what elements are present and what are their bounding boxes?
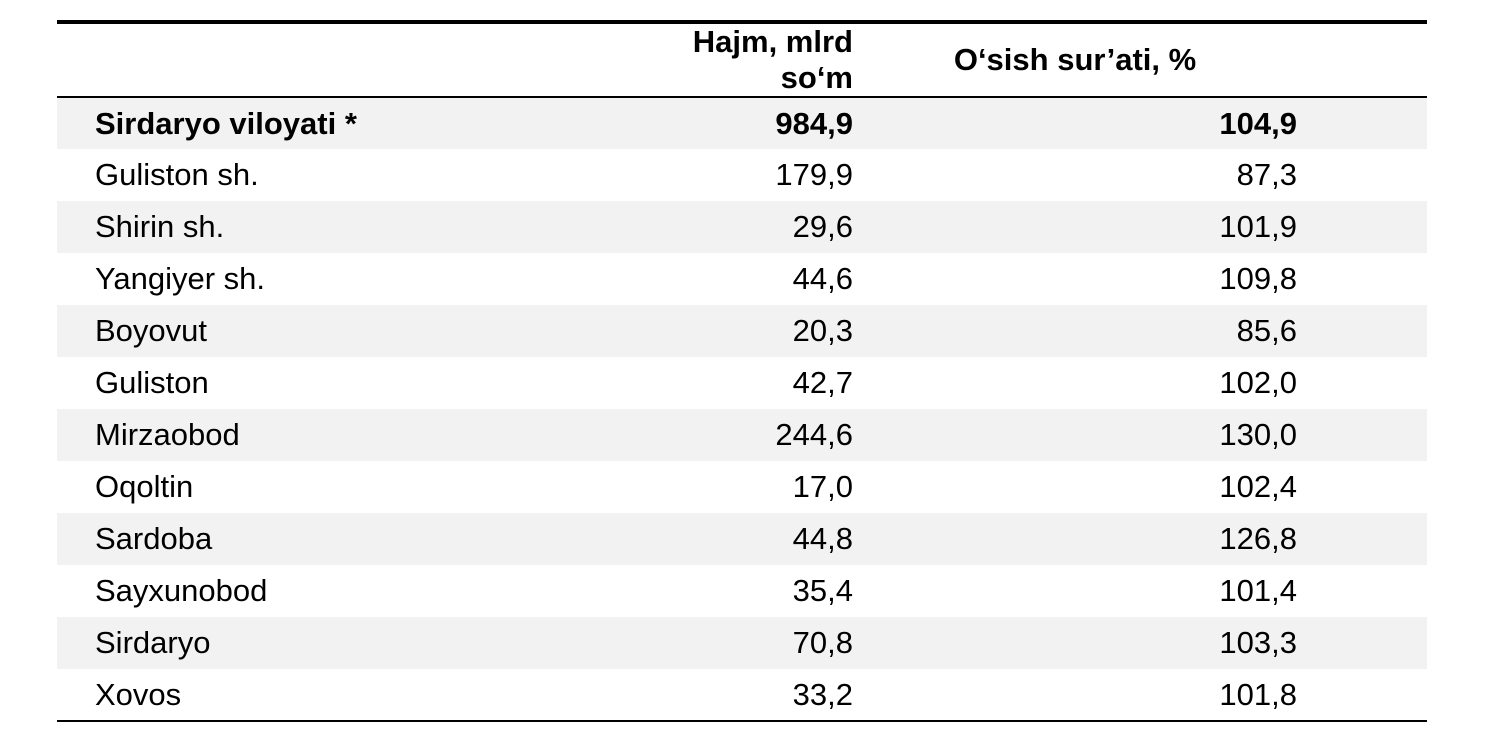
table-row: Shirin sh. 29,6 101,9 xyxy=(57,201,1427,253)
table-row: Sayxunobod 35,4 101,4 xyxy=(57,565,1427,617)
row-name: Sirdaryo xyxy=(95,625,211,660)
header-volume: Hajm, mlrd so‘m xyxy=(617,20,853,98)
row-volume: 70,8 xyxy=(792,625,853,660)
row-growth: 101,4 xyxy=(1219,573,1297,608)
table-header-row: Hajm, mlrd so‘m O‘sish sur’ati, % xyxy=(57,20,1427,98)
row-growth: 104,9 xyxy=(1219,105,1297,141)
row-growth: 101,9 xyxy=(1219,209,1297,244)
row-growth: 101,8 xyxy=(853,669,1427,722)
table-row: Mirzaobod 244,6 130,0 xyxy=(57,409,1427,461)
table-row: Sirdaryo 70,8 103,3 xyxy=(57,617,1427,669)
table-row: Xovos 33,2 101,8 xyxy=(57,669,1427,722)
row-name: Sirdaryo viloyati * xyxy=(95,105,357,141)
data-table-container: Hajm, mlrd so‘m O‘sish sur’ati, % Sirdar… xyxy=(57,20,1427,722)
row-volume: 17,0 xyxy=(792,469,853,504)
table-row: Oqoltin 17,0 102,4 xyxy=(57,461,1427,513)
row-volume: 984,9 xyxy=(775,105,853,141)
row-name: Guliston xyxy=(95,365,209,400)
table-row: Boyovut 20,3 85,6 xyxy=(57,305,1427,357)
row-growth: 102,4 xyxy=(1219,469,1297,504)
row-volume: 42,7 xyxy=(792,365,853,400)
row-volume: 33,2 xyxy=(617,669,853,722)
row-name: Oqoltin xyxy=(95,469,194,504)
table-row-total: Sirdaryo viloyati * 984,9 104,9 xyxy=(57,97,1427,149)
table-row: Yangiyer sh. 44,6 109,8 xyxy=(57,253,1427,305)
row-growth: 102,0 xyxy=(1219,365,1297,400)
row-growth: 126,8 xyxy=(1219,521,1297,556)
table-row: Guliston 42,7 102,0 xyxy=(57,357,1427,409)
row-name: Shirin sh. xyxy=(95,209,225,244)
row-volume: 20,3 xyxy=(792,313,853,348)
row-name: Mirzaobod xyxy=(95,417,240,452)
row-name: Guliston sh. xyxy=(95,157,259,192)
table-row: Sardoba 44,8 126,8 xyxy=(57,513,1427,565)
row-name: Sardoba xyxy=(95,521,213,556)
row-volume: 44,8 xyxy=(792,521,853,556)
row-name: Sayxunobod xyxy=(95,573,268,608)
row-volume: 29,6 xyxy=(792,209,853,244)
row-growth: 85,6 xyxy=(1236,313,1297,348)
header-name xyxy=(57,20,617,98)
header-growth: O‘sish sur’ati, % xyxy=(853,20,1427,98)
row-volume: 44,6 xyxy=(792,261,853,296)
table-row: Guliston sh. 179,9 87,3 xyxy=(57,149,1427,201)
row-growth: 87,3 xyxy=(1236,157,1297,192)
row-volume: 35,4 xyxy=(792,573,853,608)
row-growth: 109,8 xyxy=(1219,261,1297,296)
row-name: Xovos xyxy=(57,669,617,722)
row-volume: 244,6 xyxy=(775,417,853,452)
row-name: Yangiyer sh. xyxy=(95,261,266,296)
region-volume-table: Hajm, mlrd so‘m O‘sish sur’ati, % Sirdar… xyxy=(57,20,1427,722)
row-name: Boyovut xyxy=(95,313,208,348)
row-volume: 179,9 xyxy=(775,157,853,192)
row-growth: 130,0 xyxy=(1219,417,1297,452)
row-growth: 103,3 xyxy=(1219,625,1297,660)
